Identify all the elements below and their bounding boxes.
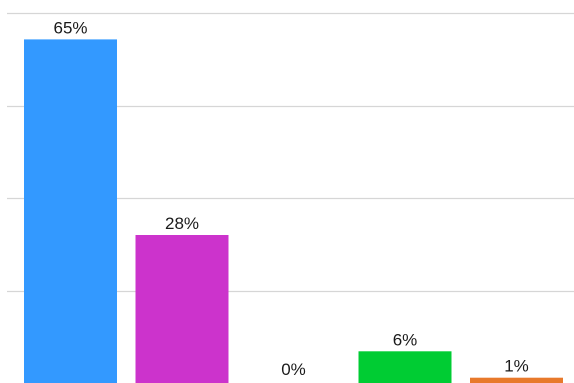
- data-label-2: 0%: [281, 360, 306, 379]
- bars: [24, 39, 563, 383]
- data-label-3: 6%: [393, 330, 418, 349]
- bar-4: [470, 377, 563, 383]
- bar-1: [135, 235, 229, 383]
- bar-3: [358, 351, 452, 383]
- data-label-1: 28%: [165, 214, 199, 233]
- data-label-4: 1%: [504, 357, 529, 376]
- bar-0: [24, 39, 117, 383]
- data-labels: 65% 28% 0% 6% 1%: [53, 18, 528, 379]
- data-label-0: 65%: [53, 18, 87, 37]
